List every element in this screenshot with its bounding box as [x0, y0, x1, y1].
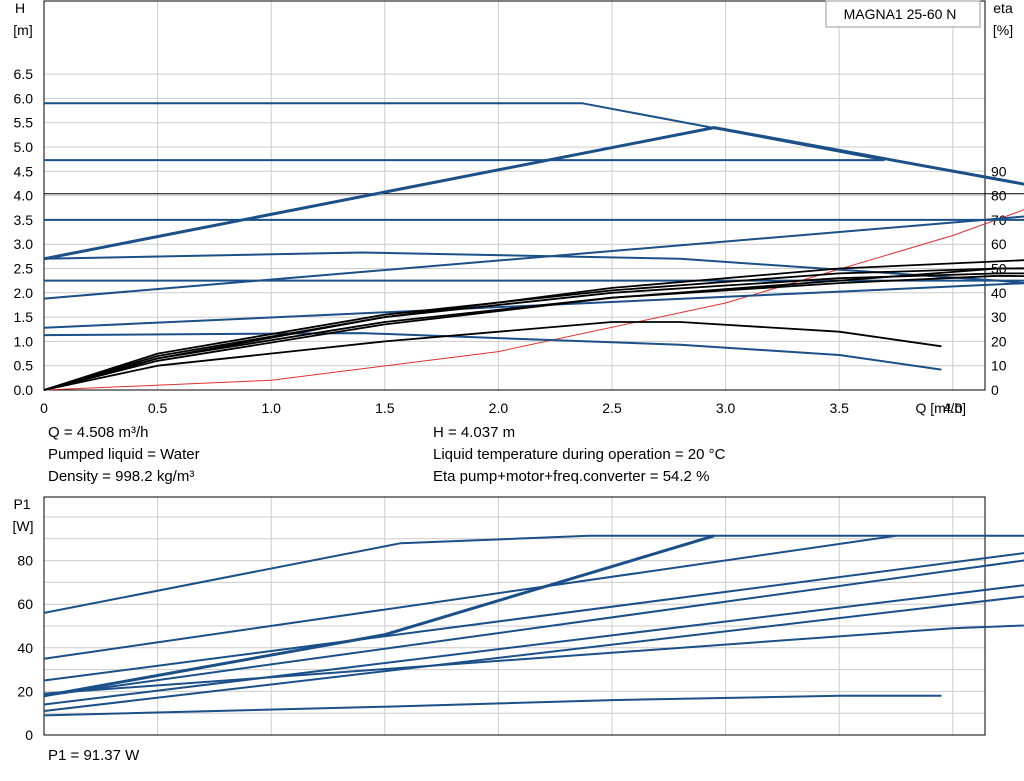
y-tick-label-eta: 60	[991, 236, 1007, 252]
power-curve	[43, 595, 1024, 712]
y-tick-label-head: 1.0	[14, 333, 34, 349]
x-tick-label: 1.0	[261, 400, 281, 416]
power-curve	[43, 559, 1024, 697]
x-tick-label: 3.5	[829, 400, 849, 416]
head-curve	[43, 282, 1024, 329]
y-tick-label-eta: 10	[991, 358, 1007, 374]
x-tick-label: 0.5	[148, 400, 168, 416]
plot-frame	[43, 0, 986, 391]
y-tick-label-eta: 0	[991, 382, 999, 398]
title-box	[825, 0, 981, 28]
y-tick-label-head: 5.0	[14, 139, 34, 155]
y-tick-label-power: 20	[17, 683, 33, 699]
eta-axis-unit: [%]	[993, 22, 1013, 38]
y-tick-label-eta: 90	[991, 163, 1007, 179]
power-curve	[43, 534, 897, 660]
power-curve	[43, 624, 1024, 695]
head-readout: H = 4.037 m	[433, 424, 516, 441]
efficiency-curve	[43, 259, 1024, 391]
y-tick-label-head: 3.0	[14, 236, 34, 252]
efficiency-curve	[43, 272, 1024, 391]
y-tick-label-head: 2.5	[14, 261, 34, 277]
power-axis-unit: [W]	[13, 518, 34, 534]
efficiency-curve	[43, 267, 1024, 391]
chart-title: MAGNA1 25-60 N	[844, 6, 957, 22]
y-tick-label-power: 60	[17, 596, 33, 612]
y-tick-label-head: 4.0	[14, 188, 34, 204]
efficiency-curve	[43, 267, 1024, 391]
head-curve	[43, 126, 1024, 261]
y-tick-label-head: 6.5	[14, 66, 34, 82]
x-tick-label: 2.0	[489, 400, 509, 416]
y-tick-label-power: 0	[25, 727, 33, 743]
x-tick-label: 4.0	[943, 400, 963, 416]
density-readout: Density = 998.2 kg/m³	[48, 468, 195, 485]
head-curve	[43, 251, 1024, 285]
x-tick-label: 1.5	[375, 400, 395, 416]
y-tick-label-head: 0.5	[14, 358, 34, 374]
head-curve	[43, 215, 1024, 300]
power-curve	[43, 534, 1024, 614]
x-tick-label: 3.0	[716, 400, 736, 416]
plot-frame	[43, 496, 986, 736]
head-axis-label: H	[15, 0, 25, 16]
pumped-liquid-readout: Pumped liquid = Water	[48, 446, 200, 463]
y-tick-label-eta: 80	[991, 188, 1007, 204]
system-curve	[43, 209, 1024, 391]
head-curve	[44, 102, 885, 162]
y-tick-label-head: 6.0	[14, 90, 34, 106]
y-tick-label-head: 5.5	[14, 115, 34, 131]
liquid-temperature-readout: Liquid temperature during operation = 20…	[433, 446, 726, 463]
y-tick-label-power: 40	[17, 640, 33, 656]
y-tick-label-head: 3.5	[14, 212, 34, 228]
y-tick-label-head: 4.5	[14, 163, 34, 179]
x-tick-label: 2.5	[602, 400, 622, 416]
y-tick-label-head: 1.5	[14, 309, 34, 325]
flow-axis-label: Q [m³/h]	[915, 400, 966, 416]
power-curve	[43, 534, 715, 698]
head-axis-unit: [m]	[13, 22, 32, 38]
y-tick-label-eta: 40	[991, 285, 1007, 301]
x-tick-label: 0	[40, 400, 48, 416]
head-curve	[43, 332, 942, 371]
y-tick-label-eta: 30	[991, 309, 1007, 325]
power-curve	[43, 584, 1024, 706]
efficiency-curve	[43, 274, 1024, 391]
power-curve	[43, 694, 942, 717]
power-curve	[43, 552, 1024, 682]
efficiency-readout: Eta pump+motor+freq.converter = 54.2 %	[433, 468, 710, 485]
y-tick-label-eta: 20	[991, 333, 1007, 349]
power-axis-label: P1	[13, 496, 30, 512]
eta-axis-label: eta	[993, 0, 1013, 16]
power-readout: P1 = 91.37 W	[48, 747, 140, 764]
y-tick-label-head: 0.0	[14, 382, 34, 398]
y-tick-label-power: 80	[17, 553, 33, 569]
efficiency-curve	[43, 321, 942, 391]
flow-readout: Q = 4.508 m³/h	[48, 424, 149, 441]
y-tick-label-head: 2.0	[14, 285, 34, 301]
